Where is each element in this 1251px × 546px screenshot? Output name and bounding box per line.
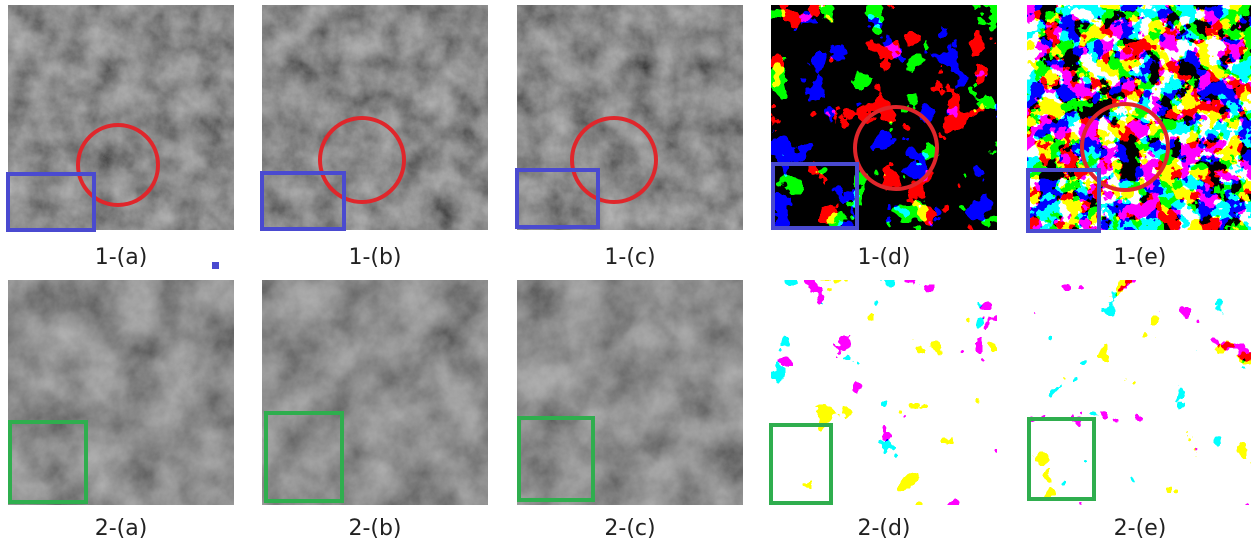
panel-label: 1-(a) <box>95 245 148 270</box>
panel-image <box>517 280 743 505</box>
figure: 1-(a) 1-(b) 1-(c) 1-(d) 1-(e) 2-(a) 2-(b) 2-(c)… <box>0 0 1251 546</box>
panel-label: 1-(e) <box>1114 245 1167 270</box>
marker <box>212 262 219 269</box>
panel-label: 2-(c) <box>604 516 655 541</box>
panel-image <box>771 5 997 230</box>
panel-label: 2-(e) <box>1114 516 1167 541</box>
panel-label: 1-(d) <box>857 245 910 270</box>
panel-label: 1-(b) <box>348 245 401 270</box>
panel-label: 1-(c) <box>604 245 655 270</box>
panel-image <box>771 280 997 505</box>
panel-label: 2-(d) <box>857 516 910 541</box>
panel-image <box>8 5 234 230</box>
panel-image <box>517 5 743 230</box>
panel-label: 2-(a) <box>95 516 148 541</box>
panel-image <box>262 280 488 505</box>
panel-image <box>1027 280 1251 505</box>
panel-image <box>1027 5 1251 230</box>
panel-image <box>262 5 488 230</box>
panel-image <box>8 280 234 505</box>
panel-label: 2-(b) <box>348 516 401 541</box>
